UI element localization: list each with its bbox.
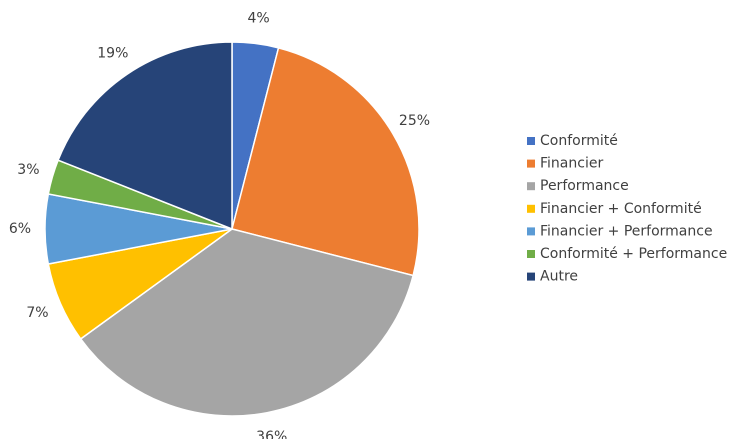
legend-swatch [527,272,535,281]
data-label: 4% [247,11,269,27]
legend-swatch [527,250,535,258]
legend-label: Financier [540,156,603,172]
legend-swatch [527,227,535,236]
legend-label: Autre [540,269,578,285]
legend-label: Financier + Performance [540,223,713,239]
legend-label: Financier + Conformité [540,201,702,217]
data-label: 6% [9,221,31,237]
pie-slice [231,46,420,277]
legend-swatch [527,159,535,168]
data-label: 36% [256,429,287,439]
data-label: 3% [17,162,39,178]
data-label: 25% [399,113,430,129]
legend-swatch [527,182,535,191]
pie-slice [79,228,415,417]
legend-label: Conformité [540,133,618,149]
legend-label: Conformité + Performance [540,246,727,262]
data-label: 7% [26,305,48,321]
data-label: 19% [97,46,128,62]
legend-label: Performance [540,178,629,194]
legend-swatch [527,204,535,213]
pie-slice [57,41,233,231]
legend-swatch [527,137,535,145]
